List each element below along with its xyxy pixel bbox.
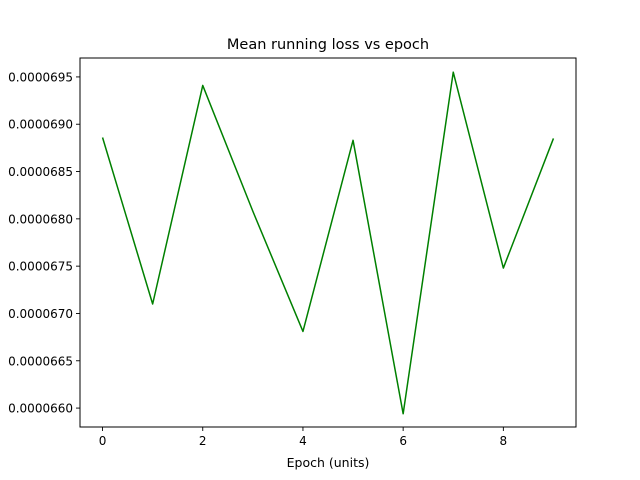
y-tick-label: 0.0000670 (8, 307, 73, 321)
chart-title: Mean running loss vs epoch (227, 37, 429, 53)
y-tick-label: 0.0000665 (8, 354, 73, 368)
x-tick-label: 0 (99, 434, 107, 448)
y-tick-label: 0.0000685 (8, 165, 73, 179)
y-axis: 0.0000660 0.0000665 0.0000670 0.0000675 0.00… (8, 70, 80, 416)
x-tick-label: 2 (199, 434, 207, 448)
x-tick-label: 8 (500, 434, 508, 448)
x-axis-label: Epoch (units) (287, 455, 370, 470)
plot-frame (79, 57, 577, 428)
x-axis: 0 2 4 6 8 (99, 427, 507, 448)
series-line-0 (101, 71, 555, 415)
y-tick-label: 0.0000675 (8, 260, 73, 274)
y-tick-label: 0.0000680 (8, 212, 73, 226)
x-tick-label: 4 (299, 434, 307, 448)
y-tick-label: 0.0000690 (8, 118, 73, 132)
x-tick-label: 6 (399, 434, 407, 448)
y-tick-label: 0.0000695 (8, 70, 73, 84)
plot-background (80, 58, 576, 427)
y-tick-label: 0.0000660 (8, 402, 73, 416)
series-layer (101, 71, 555, 415)
